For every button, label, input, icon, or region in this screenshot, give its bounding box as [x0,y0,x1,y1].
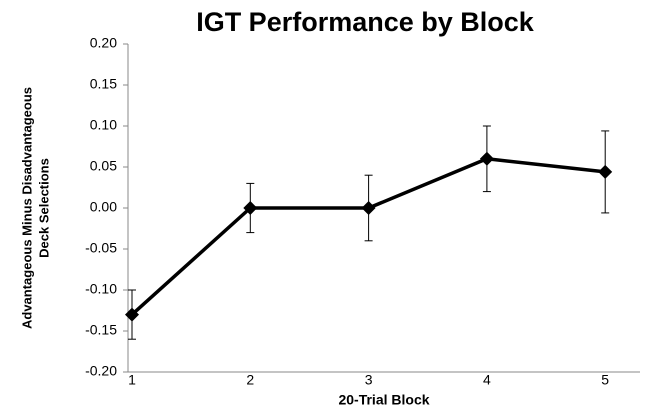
x-tick-label: 1 [128,372,136,388]
x-tick-label: 2 [246,372,254,388]
y-axis-label-line: Advantageous Minus Disadvantageous [19,87,34,329]
y-axis-label: Advantageous Minus Disadvantageous Deck … [19,87,51,329]
y-tick-label: -0.20 [85,363,117,379]
marker [125,307,139,322]
x-tick-label: 4 [483,372,491,388]
marker [243,201,258,215]
x-axis-label: 20-Trial Block [338,392,429,408]
y-tick-label: -0.05 [85,240,117,256]
y-tick-label: 0.00 [90,199,117,215]
chart-title: IGT Performance by Block [196,7,535,37]
y-tick-label: 0.15 [90,76,117,92]
marker [361,201,376,215]
y-tick-label: 0.10 [90,117,117,133]
y-tick-label: 0.05 [90,158,117,174]
y-tick-label: -0.10 [85,281,117,297]
x-tick-label: 3 [365,372,373,388]
y-axis-label-line: Deck Selections [36,158,51,258]
marker [598,164,613,179]
y-tick-label: -0.15 [85,322,117,338]
marker [479,151,494,166]
y-tick-label: 0.20 [90,35,117,51]
x-tick-label: 5 [601,372,609,388]
